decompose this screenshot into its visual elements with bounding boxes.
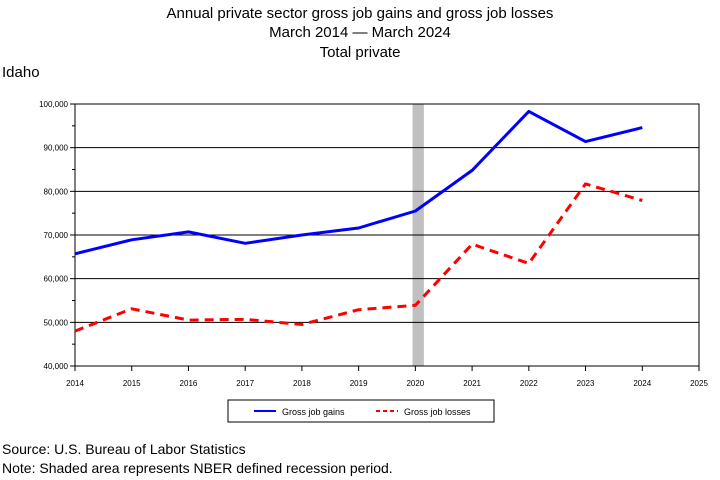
- source-note: Source: U.S. Bureau of Labor Statistics: [2, 441, 246, 457]
- y-tick-label: 70,000: [44, 231, 69, 240]
- legend-box: [227, 399, 495, 423]
- plot-frame: [74, 103, 700, 367]
- x-tick-label: 2022: [520, 379, 538, 388]
- chart-subtitle: March 2014 — March 2024: [269, 24, 451, 41]
- x-tick-label: 2023: [577, 379, 595, 388]
- y-tick-label: 50,000: [44, 318, 69, 327]
- x-tick-label: 2017: [236, 379, 254, 388]
- series-title: Total private: [319, 44, 401, 61]
- gross-job-losses-line: [74, 182, 643, 333]
- x-tick-label: 2024: [633, 379, 651, 388]
- recession-note: Note: Shaded area represents NBER define…: [2, 460, 393, 476]
- x-tick-label: 2025: [690, 379, 708, 388]
- legend-label: Gross job gains: [282, 407, 345, 417]
- x-tick-label: 2014: [66, 379, 84, 388]
- y-tick-label: 100,000: [39, 100, 68, 109]
- legend-label: Gross job losses: [404, 407, 471, 417]
- x-tick-label: 2019: [350, 379, 368, 388]
- y-tick-label: 80,000: [44, 187, 69, 196]
- x-tick-label: 2016: [180, 379, 198, 388]
- x-tick-label: 2020: [406, 379, 424, 388]
- gross-job-gains-line: [74, 109, 643, 256]
- y-tick-label: 60,000: [44, 275, 69, 284]
- chart-title: Annual private sector gross job gains an…: [166, 5, 554, 22]
- y-tick-label: 40,000: [44, 362, 69, 371]
- x-tick-label: 2018: [293, 379, 311, 388]
- y-tick-label: 90,000: [44, 144, 69, 153]
- x-tick-label: 2021: [463, 379, 481, 388]
- region-label: Idaho: [2, 64, 40, 81]
- x-tick-label: 2015: [123, 379, 141, 388]
